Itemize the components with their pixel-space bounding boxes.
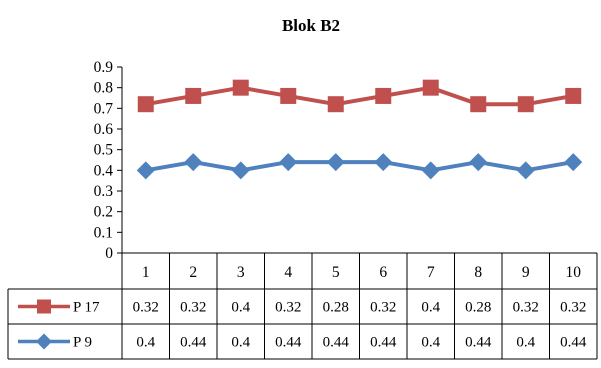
table-cell: 0.4 — [231, 300, 250, 316]
data-table: 1 2 3 4 5 6 7 8 9 10 P 17 0.32 0.32 0.4 0.32 0.28 0.32 0.… — [7, 252, 598, 360]
x-tick-label: 9 — [522, 264, 530, 281]
series-line — [145, 85, 574, 107]
table-cell: 0.32 — [513, 300, 539, 316]
y-tick-label: 0.9 — [94, 59, 114, 76]
data-point — [469, 153, 488, 172]
table-cell: 0.44 — [370, 335, 397, 351]
data-point — [185, 87, 202, 104]
data-point — [136, 161, 155, 180]
y-tick-label: 0 — [105, 245, 113, 262]
data-point — [326, 153, 345, 172]
table-cell: 0.32 — [133, 300, 159, 316]
legend-key-marker — [37, 299, 51, 314]
data-point — [184, 153, 203, 172]
data-point — [137, 96, 154, 113]
y-tick-label: 0.7 — [94, 100, 114, 117]
x-tick-label: 5 — [332, 264, 340, 281]
data-point — [470, 96, 487, 113]
table-cell: 0.28 — [465, 300, 491, 316]
x-tick-label: 10 — [566, 264, 582, 281]
series-line — [145, 160, 574, 173]
data-point — [232, 79, 249, 96]
table-cell: 0.4 — [516, 335, 535, 351]
table-cell: 0.44 — [465, 335, 492, 351]
x-tick-label: 4 — [284, 264, 292, 281]
data-point — [516, 161, 535, 180]
y-tick-label: 0.1 — [94, 224, 113, 241]
data-point — [517, 96, 534, 113]
data-point — [279, 153, 298, 172]
y-tick-label: 0.6 — [94, 121, 114, 138]
table-cell: 0.32 — [370, 300, 396, 316]
x-tick-label: 6 — [379, 264, 387, 281]
x-tick-label: 8 — [474, 264, 482, 281]
x-tick-label: 2 — [189, 264, 197, 281]
x-tick-label: 7 — [427, 264, 435, 281]
table-cell: 0.44 — [180, 335, 207, 351]
y-axis: 0 0.1 0.2 0.3 0.4 0.5 0.6 0.7 0.8 0.9 — [94, 59, 123, 262]
table-cell: 0.44 — [275, 335, 302, 351]
x-tick-label: 3 — [237, 264, 245, 281]
table-cell: 0.4 — [231, 335, 250, 351]
data-point — [231, 161, 250, 180]
legend-label: P 17 — [73, 300, 100, 316]
x-tick-label: 1 — [142, 264, 150, 281]
table-cell: 0.32 — [180, 300, 206, 316]
table-cell: 0.28 — [323, 300, 349, 316]
table-cell: 0.44 — [323, 335, 350, 351]
y-tick-label: 0.2 — [94, 204, 113, 221]
data-point — [564, 153, 583, 172]
table-cell: 0.32 — [560, 300, 586, 316]
data-point — [374, 153, 393, 172]
y-tick-label: 0.5 — [94, 142, 114, 159]
chart-title: Blok B2 — [282, 16, 340, 35]
data-point — [421, 161, 440, 180]
data-point — [327, 96, 344, 113]
series-lines — [136, 79, 583, 180]
data-point — [280, 87, 297, 104]
data-point — [422, 79, 439, 96]
table-cell: 0.44 — [560, 335, 587, 351]
table-cell: 0.4 — [136, 335, 155, 351]
table-cell: 0.4 — [421, 300, 440, 316]
legend-label: P 9 — [73, 335, 92, 351]
data-point — [375, 87, 392, 104]
data-point — [565, 87, 582, 104]
table-cell: 0.4 — [421, 335, 440, 351]
y-tick-label: 0.3 — [94, 183, 114, 200]
y-tick-label: 0.8 — [94, 80, 114, 97]
table-cell: 0.32 — [275, 300, 301, 316]
y-tick-label: 0.4 — [94, 162, 114, 179]
legend-key-marker — [36, 333, 52, 350]
